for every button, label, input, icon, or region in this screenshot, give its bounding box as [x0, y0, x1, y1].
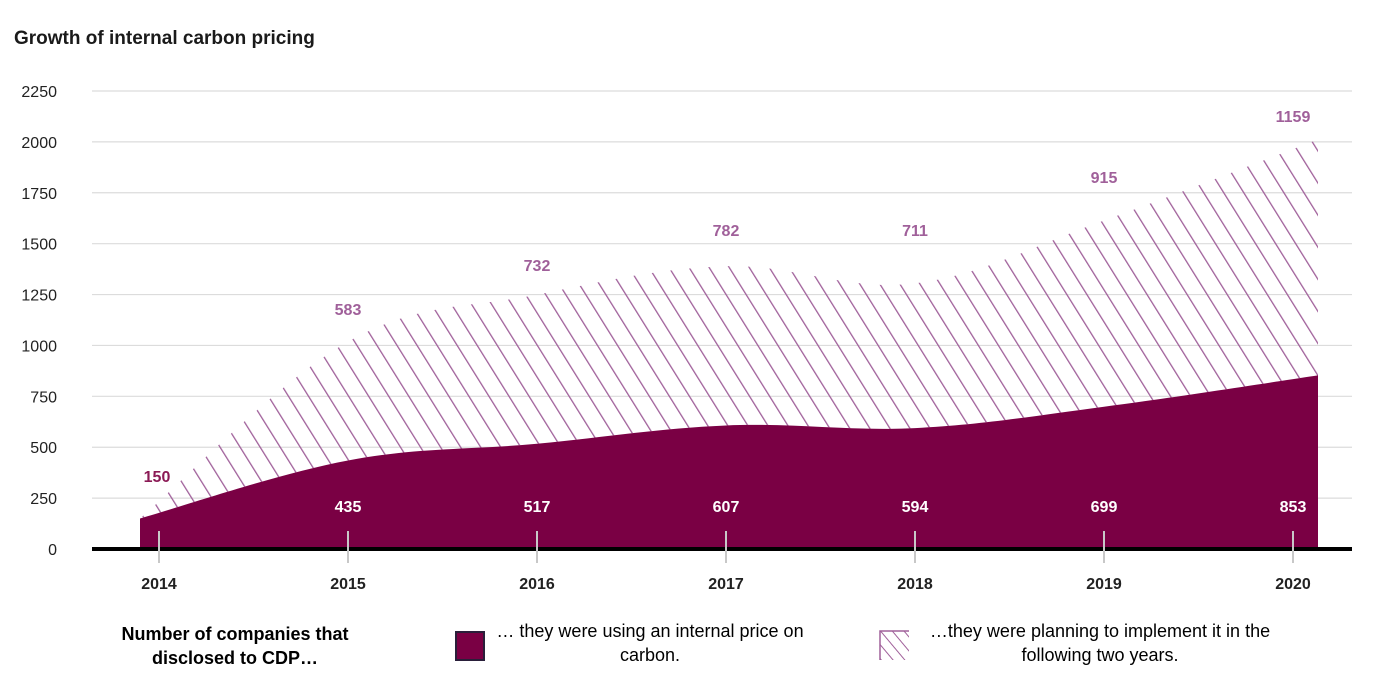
y-tick-label: 1500: [21, 237, 57, 254]
data-label-planning: 915: [1091, 170, 1118, 187]
data-label-using: 607: [713, 499, 740, 516]
x-tick-label: 2015: [330, 576, 366, 593]
x-tick-label: 2017: [708, 576, 744, 593]
y-tick-label: 2000: [21, 135, 57, 152]
data-label-using: 853: [1280, 499, 1307, 516]
y-tick-label: 750: [30, 389, 57, 406]
x-tick-label: 2016: [519, 576, 555, 593]
x-tick-label: 2014: [141, 576, 177, 593]
data-label-using: 150: [144, 469, 171, 486]
chart-title: Growth of internal carbon pricing: [14, 28, 315, 49]
data-label-using: 699: [1091, 499, 1118, 516]
data-label-using: 517: [524, 499, 551, 516]
legend-label-using: … they were using an internal price on c…: [496, 621, 804, 665]
data-label-planning: 782: [713, 223, 740, 240]
data-label-using: 435: [335, 499, 362, 516]
area-using: [140, 375, 1318, 549]
x-tick-label: 2018: [897, 576, 933, 593]
y-tick-label: 1250: [21, 288, 57, 305]
y-tick-label: 250: [30, 491, 57, 508]
data-label-planning: 583: [335, 302, 362, 319]
legend-swatch-planning: [879, 630, 909, 660]
x-tick-label: 2019: [1086, 576, 1122, 593]
area-planning: [140, 139, 1318, 519]
y-tick-label: 1750: [21, 186, 57, 203]
data-label-planning: 1159: [1276, 109, 1311, 126]
y-tick-label: 2250: [21, 84, 57, 101]
data-label-using: 594: [902, 499, 929, 516]
y-tick-label: 500: [30, 440, 57, 457]
y-tick-label: 0: [48, 542, 57, 559]
data-label-planning: 711: [902, 223, 928, 240]
legend-label-planning: …they were planning to implement it in t…: [929, 621, 1271, 665]
legend-swatch-using: [455, 631, 485, 661]
data-label-planning: 732: [524, 258, 551, 275]
y-tick-label: 1000: [21, 338, 57, 355]
x-tick-label: 2020: [1275, 576, 1311, 593]
legend-intro: Number of companies that disclosed to CD…: [121, 624, 349, 668]
